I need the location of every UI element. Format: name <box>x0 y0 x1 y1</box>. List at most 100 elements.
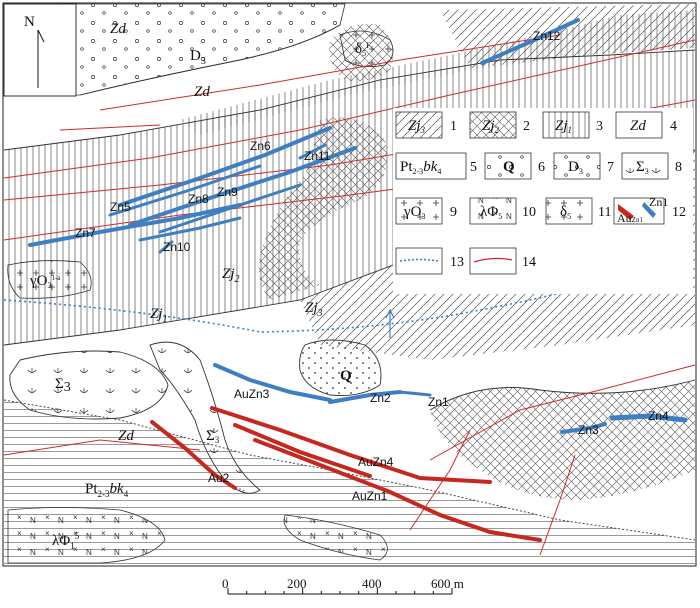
unit-q <box>299 339 382 396</box>
svg-text:7: 7 <box>607 160 614 175</box>
label-auzn1: AuZn1 <box>352 489 388 503</box>
scale-tick-0: 0 <box>222 576 229 591</box>
legend-item-4: Zd 4 <box>615 111 677 139</box>
legend-item-5: Pt2-3bk4 5 <box>395 152 477 180</box>
svg-text:AuZn1: AuZn1 <box>617 211 643 225</box>
label-delta: δ5F <box>355 41 371 58</box>
unit-sigma-central <box>149 341 261 494</box>
label-pt: Pt2-3bk4 <box>85 481 129 499</box>
ore-zn10-b <box>158 240 174 254</box>
legend-item-11: δ5 11 <box>545 197 611 225</box>
label-zn2: Zn2 <box>370 391 391 405</box>
zn-ore-bodies <box>28 18 688 434</box>
legend-item-2: Zj2 2 <box>469 111 530 139</box>
ore-au2 <box>150 420 237 490</box>
svg-text:Zd: Zd <box>630 118 646 134</box>
unit-gamma <box>7 260 92 299</box>
label-auzn3: AuZn3 <box>234 387 270 401</box>
ore-auzn4-b <box>233 423 372 478</box>
svg-text:2: 2 <box>523 119 530 134</box>
label-zn11: Zn11 <box>304 149 331 163</box>
ore-zn3 <box>560 422 607 434</box>
ore-zn8 <box>128 146 357 227</box>
north-arrow: N <box>3 3 77 97</box>
scale-tick-200: 200 <box>287 576 307 591</box>
label-gamma: γO31-a <box>29 273 61 290</box>
label-zn1: Zn1 <box>428 395 449 409</box>
label-zn3: Zn3 <box>578 423 599 437</box>
label-auzn4: AuZn4 <box>358 455 394 469</box>
unit-zj2-central <box>258 117 388 300</box>
svg-text:10: 10 <box>522 205 536 220</box>
label-lambda-phi: λΦ15 <box>52 531 80 551</box>
svg-text:6: 6 <box>538 160 545 175</box>
label-sigma2: Σ3 <box>206 428 220 445</box>
legend-item-12: AuZn1 Zn1 12 <box>613 195 686 225</box>
legend-item-3: Zj1 3 <box>542 111 603 139</box>
svg-text:9: 9 <box>450 205 457 220</box>
svg-text:Zj3: Zj3 <box>408 118 426 135</box>
svg-text:Zj2: Zj2 <box>482 118 500 135</box>
label-zn5: Zn5 <box>110 200 131 214</box>
label-zn4: Zn4 <box>648 409 669 423</box>
svg-text:12: 12 <box>672 205 686 220</box>
label-zd-low: Zd <box>118 428 134 444</box>
svg-text:1: 1 <box>450 119 457 134</box>
scale-tick-400: 400 <box>362 576 382 591</box>
ore-zn5 <box>108 164 262 217</box>
north-label: N <box>24 14 35 30</box>
ore-zn12 <box>480 18 580 65</box>
label-d3: D3 <box>190 48 206 67</box>
label-q: Q <box>340 368 352 384</box>
ore-zn4 <box>609 413 688 423</box>
svg-text:14: 14 <box>522 255 536 270</box>
svg-text:D3: D3 <box>568 159 583 176</box>
legend-item-7: D3 7 <box>553 152 614 180</box>
svg-text:Zn1: Zn1 <box>649 195 668 209</box>
svg-text:8: 8 <box>675 160 682 175</box>
fold-axis <box>3 282 596 333</box>
ore-zn10 <box>138 216 242 242</box>
label-zj2: Zj2 <box>222 266 240 285</box>
legend-item-9: γO3 9 <box>395 197 457 225</box>
svg-text:Zj1: Zj1 <box>555 118 572 135</box>
label-au2: Au2 <box>208 471 230 485</box>
svg-text:γO3: γO3 <box>403 204 425 221</box>
label-zj1: Zj1 <box>150 306 168 325</box>
svg-text:5: 5 <box>470 160 477 175</box>
label-zj3: Zj3 <box>305 300 323 319</box>
formation-labels: Zd D3 Zd δ5F γO31-a Zj2 Zj1 Zj3 Q Σ3 Σ3 … <box>29 21 371 551</box>
svg-text:δ5: δ5 <box>560 204 571 221</box>
fold-axis-arrow <box>385 308 395 338</box>
au-ore-bodies <box>150 406 542 542</box>
legend: Zj3 1 Zj2 2 Zj1 3 Zd 4 Pt2-3bk4 5 Q 6 <box>393 108 693 294</box>
label-zd-mid: Zd <box>194 84 210 100</box>
legend-item-1: Zj3 1 <box>395 111 457 139</box>
legend-item-10: λΦ5 10 <box>469 197 536 225</box>
ore-labels: Zn12 Zn6 Zn11 Zn5 Zn8 Zn9 Zn7 Zn10 AuZn3… <box>75 29 669 503</box>
unit-lambda-phi <box>7 507 166 564</box>
ore-zn11 <box>298 143 327 160</box>
label-zn6: Zn6 <box>250 139 271 153</box>
svg-text:3: 3 <box>596 119 603 134</box>
svg-text:Pt2-3bk4: Pt2-3bk4 <box>400 159 441 176</box>
unit-lambda-phi-east <box>283 514 388 561</box>
svg-text:13: 13 <box>450 255 464 270</box>
label-zn7: Zn7 <box>75 226 96 240</box>
legend-item-14: 14 <box>469 247 536 275</box>
label-zn12: Zn12 <box>533 29 561 43</box>
ore-auzn3 <box>213 363 332 402</box>
ore-zn2 <box>328 390 402 404</box>
label-zn10: Zn10 <box>163 240 191 254</box>
label-zn9: Zn9 <box>217 185 238 199</box>
label-zd-top: Zd <box>110 21 126 37</box>
ore-auzn4-a <box>210 406 492 484</box>
svg-text:Q: Q <box>503 159 515 175</box>
unit-sigma-west <box>9 350 169 420</box>
scale-bar: 0 200 400 600 m <box>222 576 464 595</box>
scale-tick-600: 600 m <box>431 576 464 591</box>
ore-zn1 <box>398 390 432 397</box>
svg-text:λΦ5: λΦ5 <box>480 204 502 221</box>
legend-item-8: Σ3 8 <box>621 152 682 180</box>
legend-item-13: 13 <box>395 247 464 275</box>
